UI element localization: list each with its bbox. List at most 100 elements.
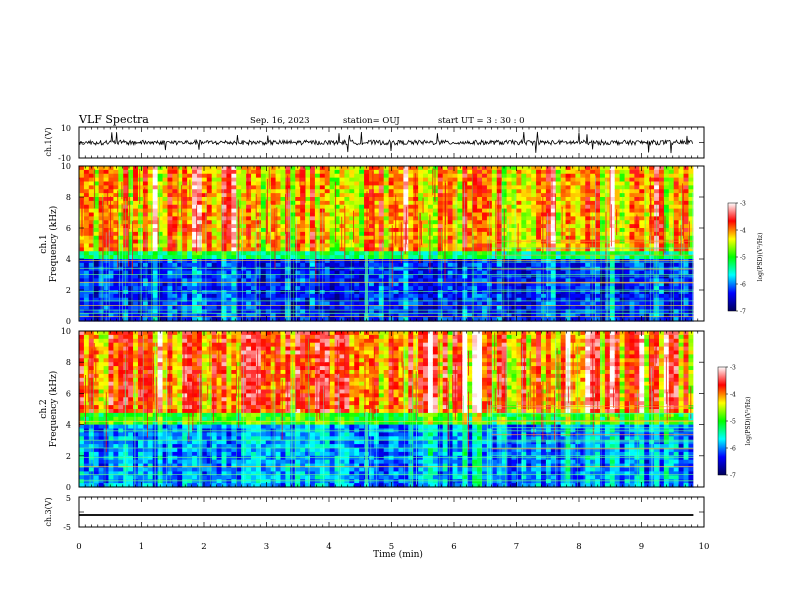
ch1-spec-cell bbox=[644, 301, 650, 307]
ch1-spec-cell bbox=[526, 305, 532, 310]
ch1-spec-cell bbox=[663, 228, 670, 233]
ch1-spec-cell bbox=[639, 166, 645, 171]
ch1-spec-cell bbox=[260, 189, 267, 194]
ch1-spec-cell bbox=[467, 274, 473, 279]
ch1-spec-cell bbox=[452, 166, 459, 171]
ch1-spec-cell bbox=[413, 243, 419, 248]
ch1-spec-cell bbox=[314, 231, 321, 237]
ch1-spec-cell bbox=[447, 212, 454, 217]
ch1-spec-cell bbox=[437, 293, 444, 299]
ch1-spec-cell bbox=[447, 181, 454, 186]
ch1-spec-cell bbox=[300, 173, 306, 179]
ch1-spec-cell bbox=[658, 259, 665, 264]
ch1-spec-cell bbox=[427, 208, 434, 214]
ch1-spec-cell bbox=[511, 293, 518, 299]
ch1-spec-cell bbox=[595, 173, 601, 179]
ch1-spec-cell bbox=[408, 251, 414, 256]
ch1-spec-cell bbox=[614, 204, 621, 210]
ch1-spec-cell bbox=[477, 282, 483, 287]
ch1-spec-cell bbox=[373, 305, 380, 310]
ch1-spec-cell bbox=[113, 231, 119, 237]
ch1-spec-cell bbox=[496, 270, 503, 276]
ch1-spec-cell bbox=[177, 239, 183, 245]
ch1-spec-cell bbox=[216, 239, 223, 245]
ch1-spec-cell bbox=[565, 317, 572, 322]
ch1-spec-cell bbox=[560, 193, 567, 198]
ch1-spec-cell bbox=[388, 255, 395, 260]
ch1-spec-cell bbox=[575, 243, 581, 248]
ch1-spec-cell bbox=[619, 297, 626, 303]
ch1-spec-cell bbox=[560, 290, 567, 295]
ch1-spec-cell bbox=[226, 204, 232, 210]
ch1-spec-cell bbox=[599, 189, 606, 194]
ch1-spec-cell bbox=[334, 262, 341, 268]
ch1-spec-cell bbox=[221, 193, 228, 198]
ch1-spec-cell bbox=[590, 212, 596, 217]
ch1-spec-cell bbox=[167, 297, 173, 303]
ch1-spec-cell bbox=[329, 274, 336, 279]
ch1-spec-cell bbox=[536, 235, 542, 241]
ch1-spec-cell bbox=[413, 290, 419, 295]
ch1-spec-cell bbox=[196, 297, 203, 303]
ch1-spec-cell bbox=[93, 266, 100, 272]
ch1-spec-cell bbox=[408, 274, 414, 279]
ch1-spec-cell bbox=[211, 200, 218, 206]
ch1-spec-cell bbox=[418, 166, 424, 171]
ch1-spec-cell bbox=[442, 282, 449, 287]
ch1-spec-cell bbox=[142, 297, 149, 303]
ch1-spec-cell bbox=[349, 297, 355, 303]
ch1-spec-cell bbox=[88, 228, 95, 233]
ch1-spec-cell bbox=[290, 313, 296, 318]
ch1-spec-cell bbox=[541, 193, 547, 198]
ch1-spec-cell bbox=[354, 313, 360, 318]
ch1-spec-cell bbox=[206, 185, 213, 190]
ch1-spec-cell bbox=[290, 197, 296, 202]
ch1-spec-cell bbox=[339, 278, 346, 283]
ch1-spec-cell bbox=[403, 166, 409, 171]
ch1-spec-cell bbox=[280, 297, 287, 303]
ch1-spec-cell bbox=[472, 212, 478, 217]
ch1-spec-cell bbox=[614, 270, 621, 276]
ch1-spec-cell bbox=[526, 220, 532, 225]
ch1-spec-cell bbox=[79, 247, 85, 252]
ch1-spec-cell bbox=[329, 309, 336, 314]
ch1-spec-cell bbox=[290, 305, 296, 310]
ch1-spec-cell bbox=[506, 235, 513, 241]
ch1-spec-cell bbox=[482, 235, 488, 241]
ch1-spec-cell bbox=[167, 220, 173, 225]
ch1-spec-cell bbox=[570, 243, 577, 248]
ch1-spec-cell bbox=[472, 173, 478, 179]
ch1-spec-cell bbox=[516, 282, 522, 287]
ch1-spec-cell bbox=[570, 259, 577, 264]
ch1-spec-cell bbox=[506, 189, 513, 194]
ch1-spec-cell bbox=[413, 270, 419, 276]
ch1-spec-cell bbox=[255, 208, 262, 214]
ch1-spec-cell bbox=[231, 197, 237, 202]
ch1-spec-cell bbox=[137, 293, 144, 299]
ch1-spec-cell bbox=[619, 313, 626, 318]
ch1-spec-cell bbox=[496, 197, 503, 202]
ch1-spec-cell bbox=[580, 282, 586, 287]
ch1-spec-cell bbox=[427, 173, 434, 179]
ch1-spec-cell bbox=[142, 177, 149, 183]
ch1-spec-cell bbox=[142, 185, 149, 190]
ch1-spec-cell bbox=[550, 255, 557, 260]
ch1-spec-cell bbox=[354, 166, 360, 171]
ch1-spec-cell bbox=[506, 278, 513, 283]
ch1-spec-cell bbox=[516, 189, 522, 194]
ch1-spec-cell bbox=[324, 185, 331, 190]
ch1-spec-cell bbox=[555, 173, 562, 179]
ch1-spec-cell bbox=[663, 212, 670, 217]
ch1-spec-cell bbox=[491, 185, 498, 190]
ch1-spec-cell bbox=[521, 251, 527, 256]
ch1-spec-cell bbox=[260, 293, 267, 299]
ch1-spec-cell bbox=[663, 177, 670, 183]
ch1-spec-cell bbox=[447, 309, 454, 314]
ch1-spec-cell bbox=[482, 181, 488, 186]
ch1-spec-cell bbox=[300, 216, 306, 221]
ch1-spec-cell bbox=[344, 297, 350, 303]
ch1-spec-cell bbox=[565, 305, 572, 310]
ch1-spec-cell bbox=[491, 216, 498, 221]
ch1-spec-cell bbox=[472, 231, 478, 237]
ch1-spec-cell bbox=[206, 228, 213, 233]
